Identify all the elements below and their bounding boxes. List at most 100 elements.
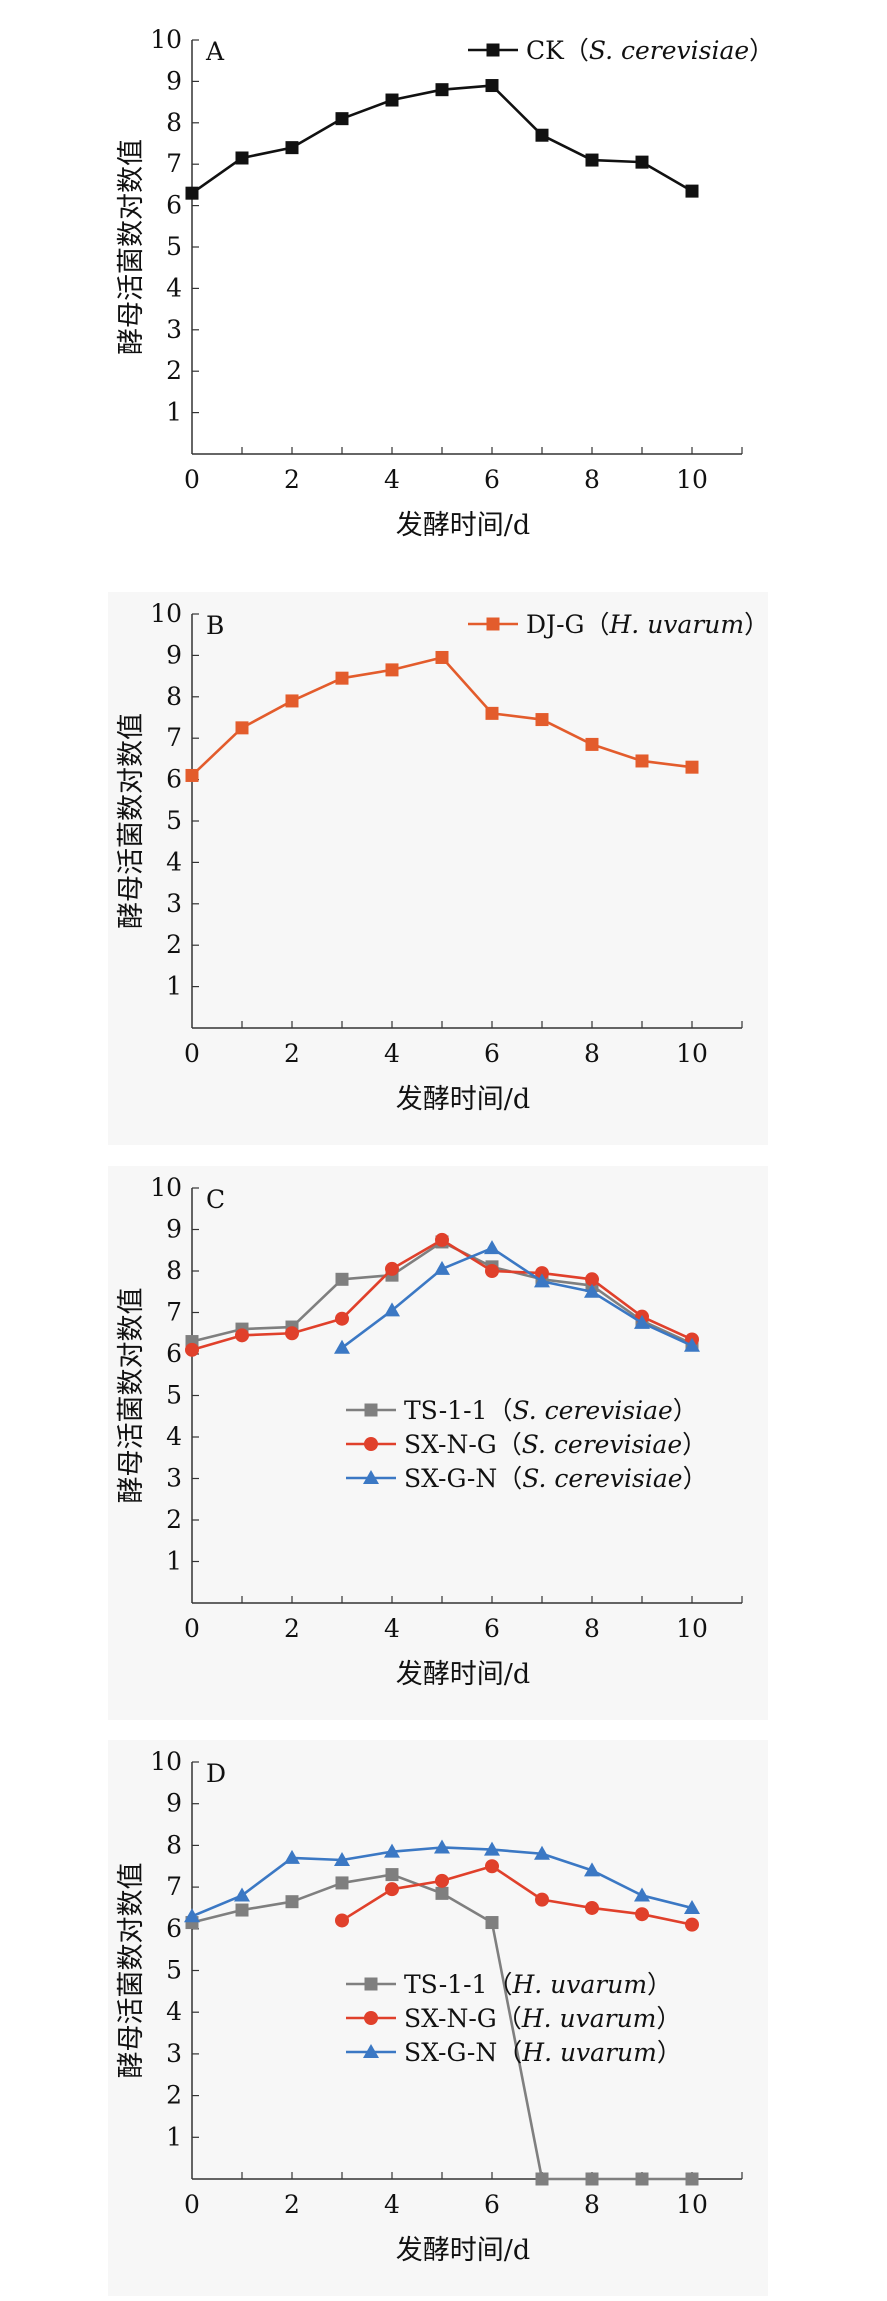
chart-d-data-point-sx-n-g xyxy=(685,1917,699,1932)
chart-d-data-point-ts-1-1 xyxy=(485,1916,499,1930)
chart-d-background xyxy=(108,1740,768,2296)
chart-b-x-tick-label: 10 xyxy=(676,1039,708,1068)
chart-a-data-point-ck xyxy=(285,141,299,155)
chart-c-data-point-sx-n-g xyxy=(585,1272,599,1287)
chart-c-legend-series-name: SX-G-N xyxy=(404,1464,497,1493)
chart-b-y-tick-label: 8 xyxy=(166,682,182,711)
chart-d-data-point-ts-1-1 xyxy=(235,1903,249,1917)
chart-c-y-tick-label: 2 xyxy=(166,1505,182,1534)
chart-d-data-point-sx-n-g xyxy=(485,1859,499,1874)
chart-a-legend-series-name: CK xyxy=(526,36,565,65)
chart-d-y-tick-label: 2 xyxy=(166,2081,182,2110)
chart-c-x-tick-label: 2 xyxy=(284,1614,300,1643)
chart-b-data-point-dj-g xyxy=(635,754,649,768)
chart-a-y-tick-label: 5 xyxy=(166,232,182,261)
chart-c-legend-paren-close: ） xyxy=(683,1464,708,1493)
chart-a-y-axis-title: 酵母活菌数对数值 xyxy=(116,139,147,355)
chart-panel-b: 1 2 3 4 5 6 7 8 9 10 0 2 4 6 8 10 发酵时间/d 酵母活菌数对数值 B DJ-G（H.… xyxy=(108,592,769,1145)
chart-c-legend-label-sx-g-n: SX-G-N（S. cerevisiae） xyxy=(404,1464,708,1493)
chart-a-x-tick-label: 0 xyxy=(184,465,200,494)
chart-a-x-tick-label: 10 xyxy=(676,465,708,494)
chart-c-data-point-sx-g-n xyxy=(434,1260,450,1275)
chart-c-data-point-sx-g-n xyxy=(634,1314,650,1329)
chart-c-legend-marker-ts-1-1 xyxy=(364,1403,378,1417)
chart-a-legend-paren-open: （ xyxy=(564,36,589,65)
chart-a-data-point-ck xyxy=(685,184,699,198)
chart-a-data-point-ck xyxy=(385,93,399,107)
chart-c-data-point-sx-n-g xyxy=(485,1264,499,1278)
chart-b-x-tick-label: 4 xyxy=(384,1039,400,1068)
chart-d-x-axis-title: 发酵时间/d xyxy=(396,2235,530,2266)
chart-c-legend-species: S. cerevisiae xyxy=(522,1430,682,1459)
chart-c-background xyxy=(108,1166,768,1720)
chart-a-panel-letter: A xyxy=(205,37,225,66)
chart-d-legend-paren-open: （ xyxy=(497,2038,522,2067)
chart-c-data-point-sx-g-n xyxy=(534,1273,550,1288)
chart-b-data-point-dj-g xyxy=(435,650,449,664)
chart-b-y-tick-label: 3 xyxy=(166,889,182,918)
chart-c-y-tick-label: 8 xyxy=(166,1256,182,1285)
chart-a-data-point-ck xyxy=(485,79,499,93)
chart-b-x-tick-label: 2 xyxy=(284,1039,300,1068)
chart-c-panel-letter: C xyxy=(206,1185,225,1214)
chart-b-legend-series-name: DJ-G xyxy=(526,610,584,639)
chart-a-y-tick-label: 3 xyxy=(166,315,182,344)
chart-d-data-point-sx-g-n xyxy=(684,1899,700,1914)
chart-c-legend-paren-close: ） xyxy=(682,1430,707,1459)
chart-b-legend-marker-dj-g xyxy=(486,617,500,631)
chart-d-y-tick-label: 6 xyxy=(166,1914,182,1943)
chart-a-legend-label-ck: CK（S. cerevisiae） xyxy=(526,36,774,65)
chart-a-legend-paren-close: ） xyxy=(749,36,774,65)
chart-b-data-point-dj-g xyxy=(685,760,699,774)
chart-c-legend-species: S. cerevisiae xyxy=(522,1464,682,1493)
chart-d-legend-series-name: SX-G-N xyxy=(404,2038,497,2067)
chart-a-y-tick-label: 4 xyxy=(166,273,182,302)
chart-d-x-tick-label: 6 xyxy=(484,2190,500,2219)
chart-d-legend-paren-close: ） xyxy=(656,2004,681,2033)
chart-d-legend-species: H. uvarum xyxy=(521,2004,657,2033)
chart-d-y-axis-title: 酵母活菌数对数值 xyxy=(116,1863,147,2079)
chart-c-legend-paren-open: （ xyxy=(497,1430,522,1459)
chart-c-legend-paren-open: （ xyxy=(497,1464,522,1493)
chart-b-data-point-dj-g xyxy=(485,706,499,720)
chart-d-x-tick-label: 2 xyxy=(284,2190,300,2219)
chart-d-data-point-ts-1-1 xyxy=(335,1876,349,1890)
chart-d-x-tick-label: 0 xyxy=(184,2190,200,2219)
chart-b-y-tick-label: 2 xyxy=(166,930,182,959)
chart-a-data-point-ck xyxy=(335,112,349,126)
chart-c-x-tick-label: 6 xyxy=(484,1614,500,1643)
chart-d-legend-species: H. uvarum xyxy=(511,1970,647,1999)
chart-c-y-tick-label: 10 xyxy=(150,1173,182,1202)
chart-c-legend-label-ts-1-1: TS-1-1（S. cerevisiae） xyxy=(404,1396,698,1425)
chart-a-data-point-ck xyxy=(235,151,249,165)
chart-d-legend-marker-ts-1-1 xyxy=(364,1977,378,1991)
chart-c-x-tick-label: 0 xyxy=(184,1614,200,1643)
chart-c-y-tick-label: 5 xyxy=(166,1381,182,1410)
chart-d-data-point-sx-g-n xyxy=(534,1845,550,1860)
chart-c-data-point-sx-g-n xyxy=(334,1339,350,1354)
chart-d-legend-label-sx-g-n: SX-G-N（H. uvarum） xyxy=(404,2038,682,2067)
chart-c-legend-marker-sx-g-n xyxy=(363,1470,379,1484)
chart-c-data-point-sx-g-n xyxy=(384,1302,400,1317)
chart-d-y-tick-label: 3 xyxy=(166,2039,182,2068)
chart-d-legend-series-name: SX-N-G xyxy=(404,2004,497,2033)
chart-d-data-point-sx-n-g xyxy=(535,1892,549,1907)
chart-c-x-tick-label: 10 xyxy=(676,1614,708,1643)
chart-a-y-tick-label: 9 xyxy=(166,66,182,95)
chart-a-x-tick-label: 6 xyxy=(484,465,500,494)
chart-d-y-tick-label: 10 xyxy=(150,1747,182,1776)
chart-d-y-tick-label: 7 xyxy=(166,1872,182,1901)
chart-a-data-point-ck xyxy=(585,153,599,167)
chart-d-data-point-ts-1-1 xyxy=(285,1895,299,1909)
chart-b-data-point-dj-g xyxy=(235,721,249,735)
chart-a-y-tick-label: 8 xyxy=(166,108,182,137)
chart-b-y-tick-label: 10 xyxy=(150,599,182,628)
chart-d-legend-paren-close: ） xyxy=(657,2038,682,2067)
chart-d-legend-series-name: TS-1-1 xyxy=(404,1970,487,1999)
chart-d-data-point-sx-n-g xyxy=(385,1882,399,1897)
chart-d-data-point-ts-1-1 xyxy=(585,2172,599,2186)
chart-c-data-point-ts-1-1 xyxy=(335,1272,349,1286)
chart-a-x-tick-label: 4 xyxy=(384,465,400,494)
chart-d-legend-marker-sx-n-g xyxy=(364,2011,378,2025)
